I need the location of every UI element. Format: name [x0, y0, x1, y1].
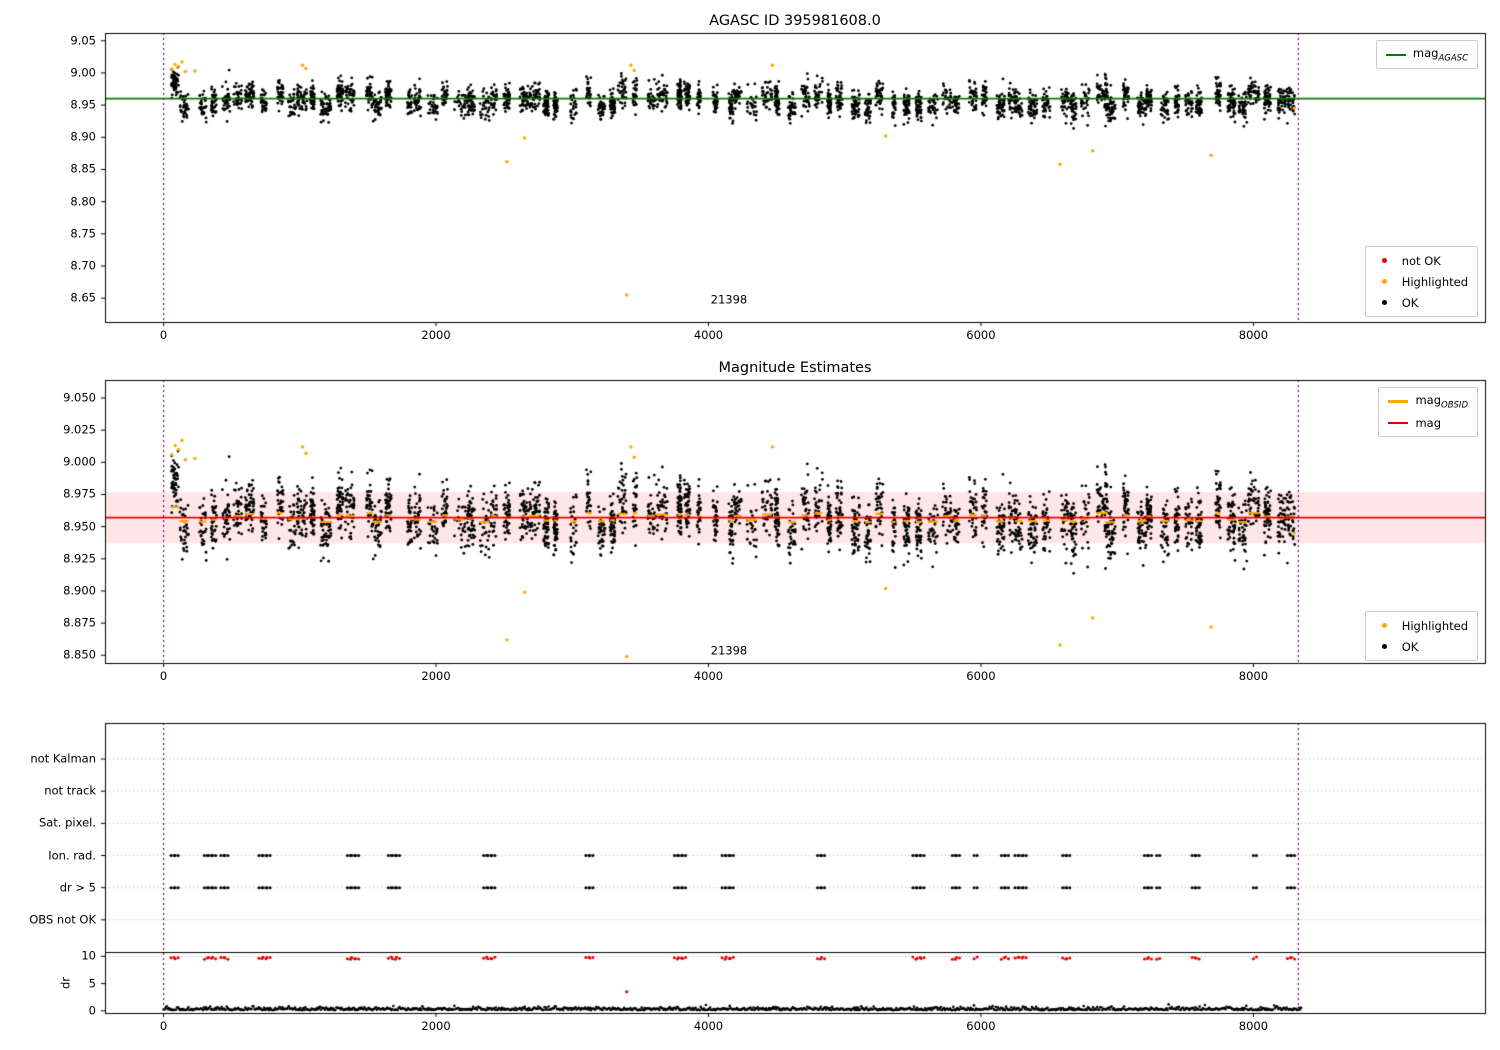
legend-entry-label: Highlighted	[1401, 618, 1468, 633]
legend-entry-ok: OK	[1375, 292, 1468, 313]
y-tick-label: 9.00	[70, 65, 96, 80]
x-tick-label: 8000	[1238, 1019, 1269, 1033]
legend-line-icon	[1385, 53, 1406, 56]
y-tick-label: 0	[88, 1003, 96, 1018]
legend-entry-highlighted: Highlighted	[1375, 615, 1468, 636]
legend-entry-not-ok: not OK	[1375, 250, 1468, 271]
x-tick-label: 4000	[693, 328, 724, 342]
plot1-legend-markers: not OK Highlighted OK	[1364, 246, 1478, 317]
y-tick-label: 8.850	[63, 647, 96, 662]
x-tick-label: 2000	[421, 669, 451, 683]
category-label: Ion. rad.	[48, 847, 96, 862]
y-axis-label: dr	[58, 976, 73, 989]
plot2-legend-lines: magOBSID mag	[1378, 387, 1478, 437]
y-tick-label: 8.80	[70, 193, 96, 208]
legend-entry-label: magAGASC	[1412, 45, 1468, 64]
y-tick-label: 5	[88, 975, 96, 990]
legend-line-icon	[1388, 400, 1409, 403]
legend-entry-label: magOBSID	[1415, 392, 1468, 411]
y-tick-label: 9.025	[63, 422, 96, 437]
x-tick-label: 6000	[966, 1019, 996, 1033]
y-tick-label: 8.65	[70, 290, 96, 305]
obsid-annotation: 21398	[710, 643, 748, 658]
obsid-annotation: 21398	[710, 292, 748, 307]
legend-marker-icon	[1375, 623, 1395, 628]
category-label: not Kalman	[30, 751, 96, 766]
y-tick-label: 8.950	[63, 518, 96, 533]
x-tick-label: 0	[159, 1019, 168, 1033]
y-tick-label: 8.925	[63, 551, 96, 566]
x-tick-label: 6000	[966, 328, 996, 342]
x-tick-label: 0	[159, 328, 168, 342]
x-tick-label: 4000	[693, 669, 724, 683]
plot1-title: AGASC ID 395981608.0	[709, 13, 881, 29]
y-tick-label: 9.05	[70, 32, 96, 47]
y-tick-label: 8.875	[63, 615, 96, 630]
y-tick-label: 9.000	[63, 454, 96, 469]
plot1-legend-line: magAGASC	[1375, 40, 1478, 69]
x-tick-label: 6000	[966, 669, 996, 683]
x-tick-label: 2000	[421, 328, 451, 342]
legend-entry-highlighted: Highlighted	[1375, 271, 1468, 292]
plot2-legend-markers: Highlighted OK	[1364, 611, 1478, 661]
y-tick-label: 9.050	[63, 390, 96, 405]
y-tick-label: 8.85	[70, 161, 96, 176]
legend-marker-icon	[1375, 279, 1395, 284]
legend-entry-label: OK	[1401, 295, 1419, 310]
y-tick-label: 8.75	[70, 226, 96, 241]
y-tick-label: 8.70	[70, 258, 96, 273]
legend-entry-label: OK	[1401, 639, 1419, 654]
x-tick-label: 8000	[1238, 669, 1269, 683]
y-tick-label: 10	[81, 948, 96, 963]
legend-entry-mag-obsid: magOBSID	[1388, 391, 1468, 412]
legend-entry-mag: mag	[1388, 412, 1468, 433]
plot2-title: Magnitude Estimates	[718, 360, 872, 376]
legend-marker-icon	[1375, 300, 1395, 305]
category-label: not track	[44, 783, 96, 798]
legend-entry-ok: OK	[1375, 636, 1468, 657]
legend-entry-label: Highlighted	[1401, 274, 1468, 289]
legend-line-icon	[1388, 421, 1409, 424]
legend-marker-icon	[1375, 258, 1395, 263]
x-tick-label: 8000	[1238, 328, 1269, 342]
y-tick-label: 8.90	[70, 129, 96, 144]
x-tick-label: 2000	[421, 1019, 451, 1033]
legend-entry-label: not OK	[1401, 253, 1441, 268]
category-label: OBS not OK	[29, 912, 96, 927]
x-tick-label: 0	[159, 669, 168, 683]
y-tick-label: 8.900	[63, 583, 96, 598]
category-label: dr > 5	[59, 879, 96, 894]
legend-marker-icon	[1375, 644, 1395, 649]
legend-entry-label: mag	[1415, 415, 1442, 430]
x-tick-label: 4000	[693, 1019, 724, 1033]
legend-entry-mag-agasc: magAGASC	[1385, 44, 1468, 65]
y-tick-label: 8.95	[70, 97, 96, 112]
category-label: Sat. pixel.	[38, 815, 96, 830]
y-tick-label: 8.975	[63, 486, 96, 501]
